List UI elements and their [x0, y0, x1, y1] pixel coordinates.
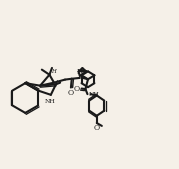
Text: NH: NH: [45, 99, 55, 104]
Text: N: N: [76, 68, 83, 76]
Text: O: O: [67, 89, 73, 97]
Text: H: H: [51, 69, 56, 74]
Text: O: O: [74, 84, 80, 93]
Text: H: H: [55, 80, 60, 85]
Text: NH: NH: [89, 92, 100, 97]
Text: O: O: [94, 124, 100, 131]
